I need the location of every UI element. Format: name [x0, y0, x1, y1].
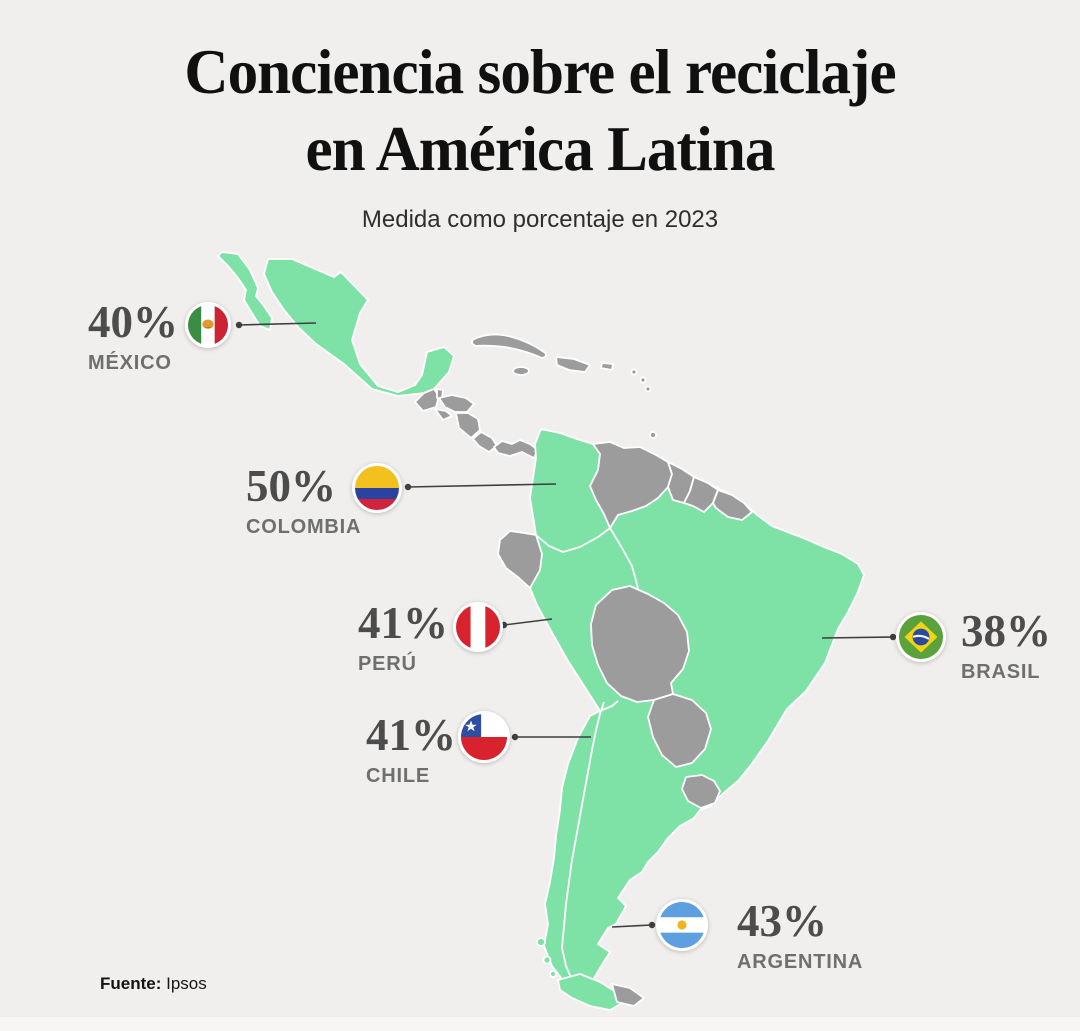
brazil-flag-icon: [896, 612, 946, 662]
country-shape-venezuela: [589, 441, 673, 529]
island-shape-antilles-2: [639, 376, 647, 384]
island-shape-antilles-1: [630, 368, 638, 376]
leader-line-colombia: [407, 483, 557, 488]
callout-brazil: 38% BRASIL: [961, 606, 1051, 684]
leader-line-mexico: [238, 322, 317, 326]
country-shape-suriname: [683, 476, 719, 513]
leader-dot-mexico: [235, 321, 243, 329]
leader-dot-argentina: [648, 921, 656, 929]
callout-colombia: 50% COLOMBIA: [246, 461, 362, 539]
island-shape-puerto-rico: [600, 362, 614, 371]
country-shape-ecuador: [497, 530, 543, 589]
country-shape-mexico: [263, 258, 455, 397]
island-shape-patagonia-islet-1: [542, 955, 552, 965]
source-note: Fuente: Ipsos: [100, 974, 207, 994]
island-shape-tierra-del-fuego-east: [611, 983, 645, 1007]
country-shape-costa-rica: [472, 431, 498, 453]
mexico-flag-icon: [185, 302, 231, 348]
leader-line-argentina: [611, 924, 653, 928]
chile-flag-icon: [458, 711, 510, 763]
callout-chile: 41% CHILE: [366, 710, 456, 788]
island-shape-chiloe: [536, 937, 546, 947]
percent-value-brazil: 38%: [961, 606, 1051, 656]
callout-mexico: 40% MÉXICO: [88, 297, 178, 375]
leader-dot-chile: [511, 733, 519, 741]
page-subtitle: Medida como porcentaje en 2023: [361, 206, 719, 233]
country-shape-el-salvador: [434, 408, 453, 421]
border-chile-argentina: [561, 701, 605, 981]
island-shape-trinidad: [649, 431, 657, 439]
country-label-mexico: MÉXICO: [88, 352, 172, 374]
source-label: Fuente:: [100, 974, 162, 993]
border-colombia-peru: [535, 527, 611, 553]
island-shape-hispaniola: [555, 356, 591, 373]
page-title-line2: en América Latina: [305, 114, 776, 184]
percent-value-colombia: 50%: [246, 461, 336, 511]
page-title: Conciencia sobre el reciclaje en América…: [16, 34, 1064, 188]
island-shape-jamaica: [512, 366, 530, 376]
footer-strip: [0, 1017, 1080, 1031]
country-shape-mexico-baja: [217, 251, 273, 331]
country-shape-guatemala: [414, 388, 440, 412]
percent-value-peru: 41%: [358, 598, 448, 648]
country-shape-honduras: [438, 394, 475, 413]
leader-dot-brazil: [889, 633, 897, 641]
country-shape-nicaragua: [455, 412, 481, 439]
island-shape-tierra-del-fuego: [557, 973, 625, 1011]
country-shape-paraguay: [647, 693, 712, 768]
callout-argentina: 43% ARGENTINA: [737, 896, 864, 974]
country-label-brazil: BRASIL: [961, 661, 1041, 683]
border-peru-chile: [599, 700, 619, 712]
country-shape-french-guiana: [712, 489, 753, 521]
border-peru-brazil: [609, 527, 639, 589]
callout-peru: 41% PERÚ: [358, 598, 448, 676]
percent-value-argentina: 43%: [737, 896, 827, 946]
colombia-flag-icon: [352, 463, 402, 513]
leader-line-peru: [503, 618, 553, 626]
peru-flag-icon: [453, 602, 503, 652]
country-label-peru: PERÚ: [358, 653, 417, 675]
island-shape-patagonia-islet-2: [549, 970, 557, 978]
source-value: Ipsos: [166, 974, 207, 993]
island-shape-antilles-3: [644, 385, 652, 393]
country-label-argentina: ARGENTINA: [737, 951, 864, 973]
argentina-flag-icon: [656, 899, 708, 951]
country-label-chile: CHILE: [366, 765, 430, 787]
percent-value-chile: 41%: [366, 710, 456, 760]
country-label-colombia: COLOMBIA: [246, 516, 362, 538]
leader-line-brazil: [821, 636, 894, 639]
leader-dot-colombia: [404, 483, 412, 491]
country-shape-uruguay: [681, 774, 721, 809]
page-title-line1: Conciencia sobre el reciclaje: [184, 37, 896, 107]
percent-value-mexico: 40%: [88, 297, 178, 347]
country-shape-panama: [493, 439, 539, 459]
island-shape-cuba: [471, 333, 547, 359]
